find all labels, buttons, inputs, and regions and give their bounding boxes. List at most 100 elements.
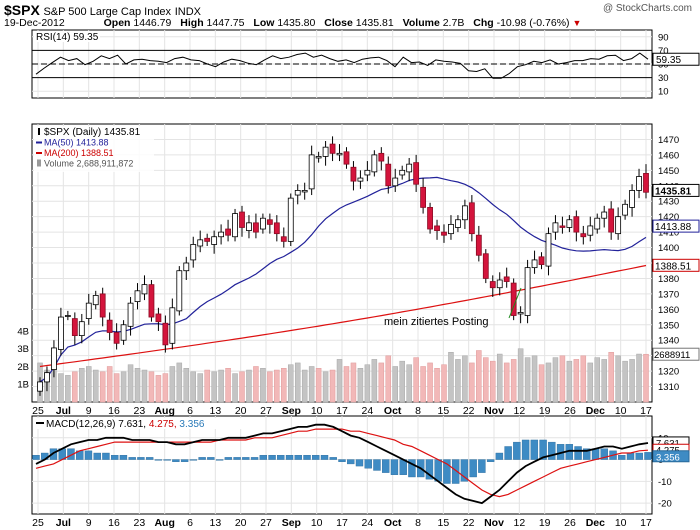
rsi-last-value-box (652, 52, 700, 66)
volume-value: 2.7B (442, 17, 465, 29)
macd-histogram-bar (478, 459, 486, 473)
low-value: 1435.80 (277, 17, 316, 29)
macd-histogram-bar (259, 455, 268, 460)
x-axis-label: 25 (32, 405, 44, 417)
candle-body (246, 222, 252, 231)
macd-histogram-bar (268, 455, 276, 460)
x-axis-label: 23 (133, 517, 145, 529)
volume-bar (622, 360, 628, 403)
candle-legend-icon (38, 128, 40, 135)
x-axis-label: 12 (513, 405, 525, 417)
x-axis-label: 6 (187, 405, 193, 417)
price-legend-item: Volume 2,688,911,872 (44, 159, 133, 169)
candle-body (259, 217, 266, 230)
ma200-value: 1388.51 (655, 261, 692, 272)
x-axis-label: 17 (336, 405, 348, 417)
price-tick-label: 1430 (658, 197, 679, 208)
volume-bar (86, 366, 92, 403)
x-axis-label: 15 (437, 517, 449, 529)
open-value: 1446.79 (133, 17, 172, 29)
macd-histogram-bar (215, 459, 224, 461)
volume-bar (559, 355, 566, 403)
candle-body (336, 152, 343, 156)
macd-histogram-bar (277, 455, 285, 460)
volume-bar (239, 371, 245, 403)
candle-body (211, 236, 218, 245)
ma50-value: 1413.88 (655, 222, 692, 233)
volume-bar (427, 362, 433, 403)
x-axis-label: Dec (586, 405, 605, 417)
volume-bar (308, 366, 315, 403)
macd-histogram-bar (303, 455, 311, 460)
macd-histogram-bar (364, 459, 372, 469)
candle-body (113, 332, 120, 344)
x-axis-label: 8 (415, 517, 421, 529)
price-legend-item: MA(50) 1413.88 (44, 138, 109, 148)
volume-last-value-box (652, 347, 700, 361)
candle-body (266, 219, 273, 225)
ma200-value-box (652, 258, 700, 272)
volume-bar (148, 371, 155, 403)
candle-body (190, 244, 197, 261)
volume-bar (608, 352, 614, 403)
rsi-title: RSI(14) 59.35 (36, 32, 99, 43)
price-tick-label: 1350 (658, 320, 679, 331)
candle-body (594, 217, 601, 230)
candle-body (322, 146, 329, 157)
volume-bar (211, 371, 217, 403)
index-name: S&P 500 Large Cap Index (43, 6, 172, 18)
candle-body (218, 231, 225, 238)
candle-body (538, 256, 545, 265)
volume-bar (274, 369, 280, 403)
candle-body (134, 290, 141, 303)
candle-body (71, 318, 78, 336)
volume-bar (357, 368, 364, 403)
volume-bar (483, 357, 489, 403)
candle-body (524, 267, 531, 316)
close-label: Close (324, 17, 353, 29)
volume-bar (441, 364, 447, 403)
volume-bar (580, 355, 587, 403)
volume-bar (301, 369, 308, 403)
x-axis-label: Jul (56, 517, 71, 529)
candle-body (552, 222, 559, 233)
macd-histogram-bar (574, 446, 582, 460)
price-tick-label: 1420 (658, 212, 679, 223)
volume-bar (448, 352, 454, 403)
volume-bar (329, 369, 336, 403)
volume-bar (267, 371, 273, 403)
candle-body (44, 372, 50, 383)
x-axis-label: 9 (86, 517, 92, 529)
candle-body (503, 276, 510, 282)
candle-body (434, 225, 440, 231)
macd-histogram-bar (495, 452, 504, 460)
price-tick-label: 1380 (658, 274, 679, 285)
rsi-tick-label: 70 (658, 46, 669, 57)
macd-histogram-bar (521, 439, 530, 460)
volume-axis-label: 2B (17, 362, 29, 373)
volume-axis-label: 3B (17, 344, 29, 355)
volume-bar (503, 362, 510, 403)
volume-bar (58, 373, 64, 403)
candle-body (127, 302, 134, 327)
volume-bar (469, 362, 475, 403)
volume-bar (294, 362, 301, 403)
macd-histogram-bar (285, 455, 294, 460)
volume-legend-icon (37, 159, 41, 167)
rsi-tick-label: 10 (658, 87, 669, 98)
macd-histogram-bar (320, 455, 329, 460)
volume-bar (531, 355, 538, 403)
macd-histogram-bar (347, 459, 355, 465)
volume-bar (336, 359, 343, 403)
x-axis-label: Dec (586, 517, 605, 529)
x-axis-label: 22 (463, 405, 475, 417)
volume-bar (364, 364, 371, 403)
macd-histogram-bar (163, 459, 171, 461)
volume-bar (552, 357, 559, 403)
histogram-last-value-box (652, 450, 690, 463)
header-symbol-line: $SPX S&P 500 Large Cap Index INDX (4, 2, 201, 18)
price-legend-item: $SPX (Daily) 1435.81 (44, 127, 141, 138)
volume-bar (406, 364, 412, 403)
candle-body (232, 213, 238, 238)
macd-histogram-bar (110, 455, 119, 460)
